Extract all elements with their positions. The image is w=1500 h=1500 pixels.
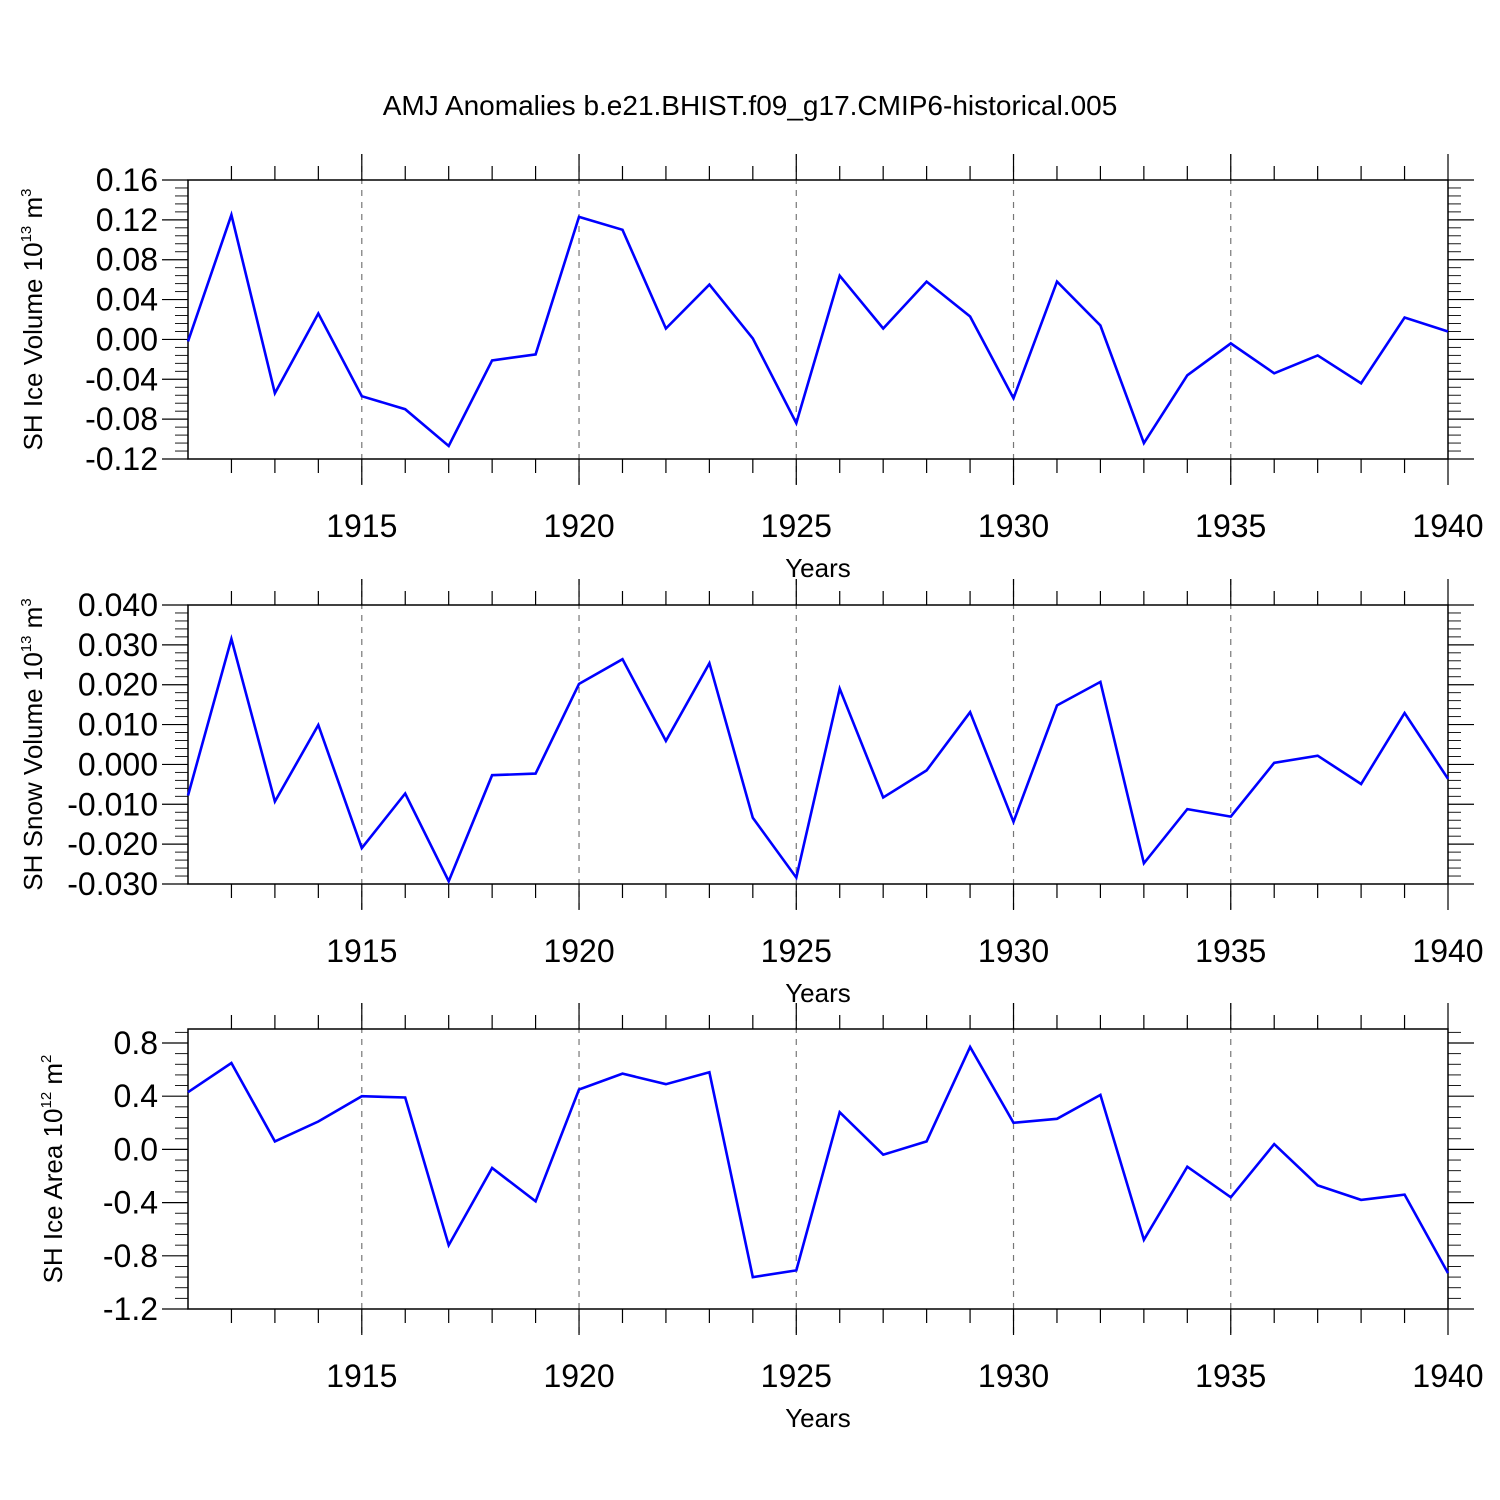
y-tick-label: 0.8 (114, 1025, 158, 1061)
x-tick-label: 1920 (543, 933, 614, 969)
y-axis-label: SH Snow Volume 1013 m3 (18, 598, 48, 890)
panel-ice-volume: 1915 1920 1925 1930 1935 1940 Years -0.12 -0.08 -… (18, 154, 1484, 583)
y-tick-label: 0.030 (78, 627, 158, 663)
y-tick-label: 0.12 (96, 202, 158, 238)
plot-frame (187, 604, 1449, 885)
x-tick-label: 1930 (978, 1358, 1049, 1394)
y-tick-label: 0.08 (96, 242, 158, 278)
plot-frame (187, 179, 1449, 460)
y-tick-label: -0.8 (103, 1238, 158, 1274)
y-tick-label: -0.030 (67, 866, 158, 902)
x-tick-label: 1935 (1195, 1358, 1266, 1394)
y-tick-label: -0.4 (103, 1185, 158, 1221)
y-tick-label: -0.12 (85, 441, 158, 477)
x-tick-label: 1935 (1195, 508, 1266, 544)
x-tick-label: 1940 (1412, 1358, 1483, 1394)
y-tick-label: -0.08 (85, 401, 158, 437)
chart-title: AMJ Anomalies b.e21.BHIST.f09_g17.CMIP6-… (383, 90, 1118, 121)
x-tick-label: 1915 (326, 1358, 397, 1394)
plot-frame (187, 1028, 1449, 1310)
y-tick-label: -0.020 (67, 826, 158, 862)
x-tick-label: 1930 (978, 933, 1049, 969)
x-tick-label: 1920 (543, 508, 614, 544)
series-line-snow-volume (186, 633, 1450, 885)
y-tick-label: -1.2 (103, 1291, 158, 1327)
y-axis-label: SH Ice Volume 1013 m3 (18, 188, 48, 450)
y-tick-label: 0.00 (96, 321, 158, 357)
x-tick-label: 1915 (326, 933, 397, 969)
x-axis-label: Years (785, 1403, 851, 1433)
panels-container: 1915 1920 1925 1930 1935 1940 Years -0.12 -0.08 -… (18, 154, 1484, 1433)
y-tick-label: 0.4 (114, 1078, 158, 1114)
x-tick-label: 1940 (1412, 508, 1483, 544)
y-tick-label: 0.16 (96, 162, 158, 198)
x-tick-label: 1940 (1412, 933, 1483, 969)
x-axis-label: Years (785, 978, 851, 1008)
y-tick-label: 0.020 (78, 667, 158, 703)
x-tick-label: 1925 (761, 1358, 832, 1394)
series-line-ice-volume (186, 210, 1449, 449)
y-tick-label: 0.040 (78, 587, 158, 623)
x-tick-label: 1920 (543, 1358, 614, 1394)
x-tick-label: 1935 (1195, 933, 1266, 969)
panel-snow-volume: 1915 1920 1925 1930 1935 1940 Years -0.030 -0.02… (18, 579, 1484, 1008)
y-tick-label: 0.04 (96, 282, 158, 318)
x-tick-label: 1925 (761, 933, 832, 969)
panel-ice-area: 1915 1920 1925 1930 1935 1940 Years -1.2 -0.8 -0.… (38, 1003, 1484, 1433)
x-tick-label: 1915 (326, 508, 397, 544)
y-tick-label: -0.04 (85, 361, 158, 397)
x-axis-label: Years (785, 553, 851, 583)
y-tick-label: 0.010 (78, 707, 158, 743)
y-tick-label: 0.0 (114, 1131, 158, 1167)
x-tick-label: 1930 (978, 508, 1049, 544)
y-tick-label: -0.010 (67, 786, 158, 822)
y-tick-label: 0.000 (78, 746, 158, 782)
series-line-ice-area (187, 1044, 1450, 1279)
x-tick-label: 1925 (761, 508, 832, 544)
y-axis-label: SH Ice Area 1012 m2 (38, 1055, 68, 1284)
